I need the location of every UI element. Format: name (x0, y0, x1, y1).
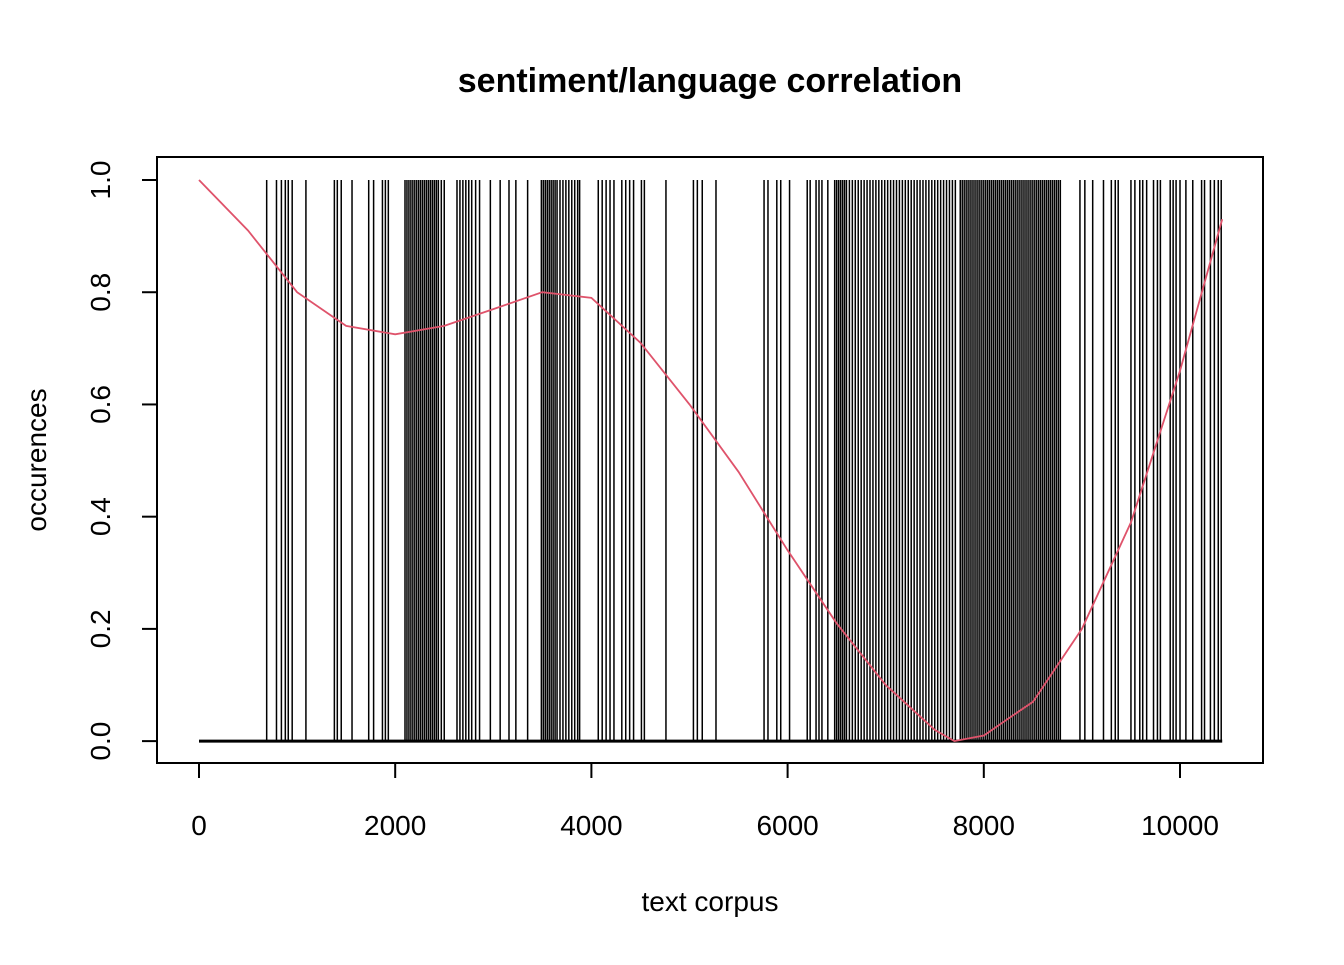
y-tick-label: 0.4 (85, 497, 116, 536)
x-tick-label: 4000 (560, 810, 622, 841)
y-tick-label: 0.6 (85, 385, 116, 424)
y-axis-label: occurences (21, 388, 52, 531)
y-tick-label: 0.8 (85, 273, 116, 312)
x-axis-label: text corpus (642, 886, 779, 917)
x-tick-label: 6000 (756, 810, 818, 841)
y-tick-label: 1.0 (85, 161, 116, 200)
x-tick-label: 0 (191, 810, 207, 841)
y-tick-label: 0.0 (85, 722, 116, 761)
x-tick-label: 10000 (1141, 810, 1219, 841)
y-tick-label: 0.2 (85, 609, 116, 648)
x-tick-label: 2000 (364, 810, 426, 841)
trend-line (198, 179, 1224, 743)
plot-box (156, 156, 1264, 764)
chart-title: sentiment/language correlation (458, 62, 962, 100)
x-tick-label: 8000 (953, 810, 1015, 841)
